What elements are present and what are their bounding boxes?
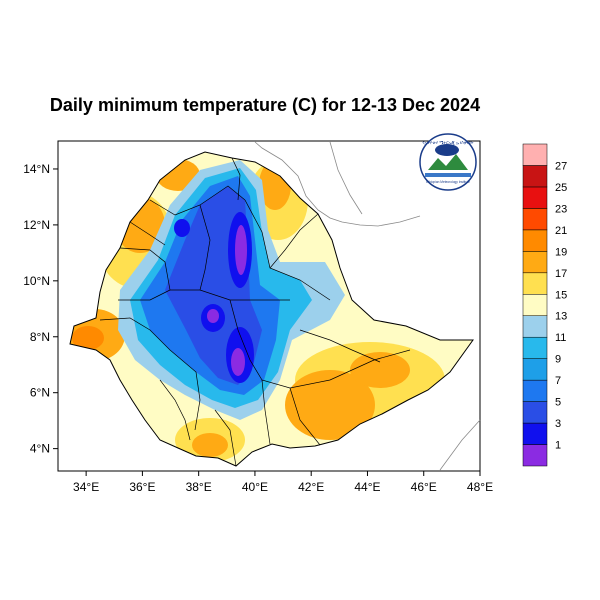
colorbar-label: 9 xyxy=(555,354,561,366)
lat-tick-label: 8°N xyxy=(30,330,50,344)
lon-tick-label: 42°E xyxy=(298,480,324,494)
lon-tick-label: 44°E xyxy=(354,480,380,494)
colorbar-swatch xyxy=(522,165,548,188)
colorbar-label: 3 xyxy=(555,418,561,430)
lon-tick-label: 46°E xyxy=(411,480,437,494)
lon-tick-label: 36°E xyxy=(129,480,155,494)
region-borders xyxy=(69,151,474,467)
colorbar-label: 11 xyxy=(555,332,566,344)
colorbar-label: 19 xyxy=(555,246,567,258)
colorbar-label: 7 xyxy=(555,375,561,387)
latitude-axis: 4°N 6°N 8°N 10°N 12°N 14°N xyxy=(23,162,58,456)
colorbar-swatch xyxy=(522,294,548,316)
lon-tick-label: 38°E xyxy=(186,480,212,494)
lat-tick-label: 10°N xyxy=(23,274,50,288)
colorbar-swatch xyxy=(522,229,548,252)
map-title: Daily minimum temperature (C) for 12-13 … xyxy=(49,95,481,115)
colorbar-label: 1 xyxy=(555,440,561,452)
lat-tick-label: 6°N xyxy=(30,386,50,400)
neighbor-borders xyxy=(254,141,481,471)
lat-tick-label: 12°N xyxy=(23,218,50,232)
colorbar-label: 21 xyxy=(555,225,567,237)
colorbar-swatch xyxy=(522,401,548,424)
colorbar-swatch xyxy=(522,444,548,467)
lat-tick-label: 4°N xyxy=(30,442,50,456)
lat-tick-label: 14°N xyxy=(23,162,50,176)
colorbar-label: 23 xyxy=(555,203,567,215)
colorbar-swatch xyxy=(522,143,548,166)
colorbar-label: 13 xyxy=(555,311,567,323)
colorbar-swatch xyxy=(522,272,548,295)
colorbar-label: 25 xyxy=(555,182,567,194)
colorbar-label: 17 xyxy=(555,268,567,280)
colorbar-swatch xyxy=(522,186,548,209)
colorbar-swatch xyxy=(522,379,548,402)
colorbar-swatch xyxy=(522,422,548,445)
colorbar-swatch xyxy=(522,208,548,231)
longitude-axis: 34°E 36°E 38°E 40°E 42°E 44°E 46°E 48°E xyxy=(73,471,493,494)
logo-amharic-text: የኢትዮጵያ ሜትሮሎጂ ኢንስቲትዩት xyxy=(422,140,473,145)
colorbar-label: 27 xyxy=(555,160,567,172)
colorbar-swatch xyxy=(522,358,548,381)
colorbar-swatch xyxy=(522,336,548,359)
colorbar-label: 15 xyxy=(555,289,567,301)
logo-text: Ethiopian Meteorology Institute xyxy=(426,180,470,184)
lon-tick-label: 34°E xyxy=(73,480,99,494)
colorbar-label: 5 xyxy=(555,397,561,409)
colorbar-swatch xyxy=(522,315,548,338)
lon-tick-label: 48°E xyxy=(467,480,493,494)
lon-tick-label: 40°E xyxy=(242,480,268,494)
ethiopian-meteorology-institute-logo: የኢትዮጵያ ሜትሮሎጂ ኢንስቲትዩት Ethiopian Meteorolo… xyxy=(419,133,477,191)
colorbar-swatch xyxy=(522,251,548,274)
